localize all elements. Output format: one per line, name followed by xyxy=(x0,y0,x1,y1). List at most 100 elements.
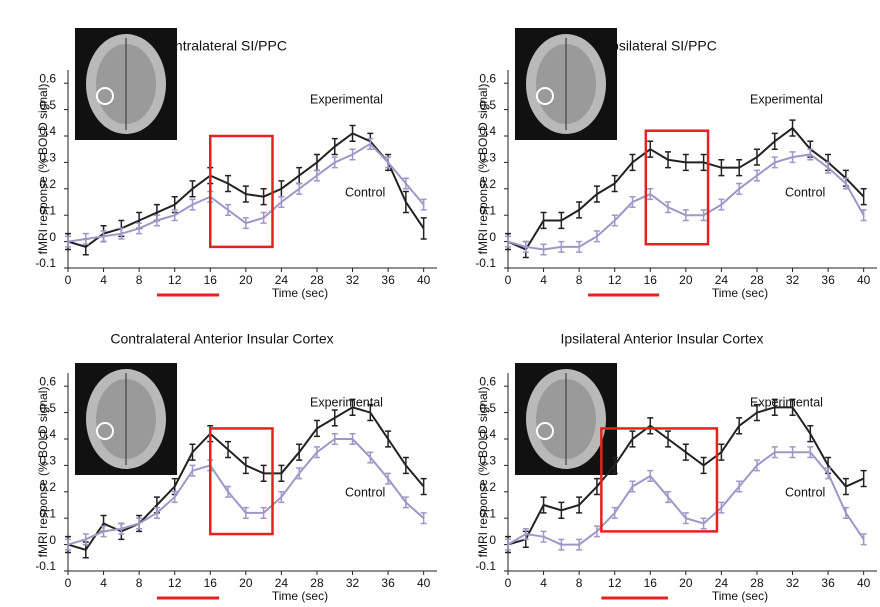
error-bar xyxy=(331,137,338,156)
y-tick-label: 0 xyxy=(49,230,56,244)
x-tick-label: 36 xyxy=(821,576,835,590)
x-tick-label: 12 xyxy=(168,273,182,287)
error-bar xyxy=(331,156,338,169)
x-tick-label: 28 xyxy=(310,273,324,287)
x-tick-label: 24 xyxy=(275,576,289,590)
error-bar xyxy=(860,469,867,488)
error-bar xyxy=(789,151,796,164)
error-bar xyxy=(225,203,232,216)
roi-marker xyxy=(96,87,114,105)
error-bar xyxy=(136,222,143,235)
error-bar xyxy=(665,491,672,504)
error-bar xyxy=(189,443,196,461)
error-bar xyxy=(118,522,125,535)
error-bar xyxy=(540,243,547,256)
x-axis-label: Time (sec) xyxy=(712,589,768,603)
x-axis-label: Time (sec) xyxy=(712,286,768,300)
y-axis-label: fMRI response (% BOLD signal) xyxy=(36,84,50,255)
error-bar xyxy=(313,153,320,172)
chart-title: Contralateral Anterior Insular Cortex xyxy=(110,331,333,347)
error-bar xyxy=(420,512,427,525)
error-bar xyxy=(100,230,107,243)
series-annotation: Experimental xyxy=(310,92,383,106)
y-tick-label: 0.3 xyxy=(479,151,496,165)
y-tick-label: 0.4 xyxy=(39,427,56,441)
y-tick-label: 0.5 xyxy=(39,98,56,112)
x-tick-label: 20 xyxy=(679,273,693,287)
series-annotation: Control xyxy=(345,185,385,199)
x-tick-label: 8 xyxy=(576,576,583,590)
error-bar xyxy=(576,538,583,551)
error-bar xyxy=(558,211,565,230)
y-axis-label: fMRI response (% BOLD signal) xyxy=(476,387,490,558)
x-tick-label: 16 xyxy=(644,576,658,590)
error-bar xyxy=(593,230,600,243)
error-bar xyxy=(242,185,249,203)
error-bar xyxy=(189,198,196,211)
x-tick-label: 4 xyxy=(540,576,547,590)
error-bar xyxy=(753,169,760,182)
error-bar xyxy=(420,217,427,240)
error-bar xyxy=(682,153,689,172)
error-bar xyxy=(367,403,374,422)
error-bar xyxy=(789,398,796,416)
error-bar xyxy=(576,496,583,514)
error-bar xyxy=(593,477,600,496)
series-annotation: Experimental xyxy=(750,395,823,409)
error-bar xyxy=(593,185,600,203)
x-tick-label: 40 xyxy=(417,273,431,287)
error-bar xyxy=(611,456,618,475)
error-bar xyxy=(718,159,725,177)
error-bar xyxy=(825,161,832,174)
error-bar xyxy=(242,456,249,475)
error-bar xyxy=(313,419,320,438)
y-tick-label: 0.2 xyxy=(479,177,496,191)
error-bar xyxy=(296,443,303,461)
y-tick-label: 0.5 xyxy=(479,401,496,415)
x-tick-label: 16 xyxy=(204,576,218,590)
y-tick-label: 0.4 xyxy=(479,427,496,441)
y-axis-label: fMRI response (% BOLD signal) xyxy=(476,84,490,255)
error-bar xyxy=(402,190,409,214)
error-bar xyxy=(260,188,267,206)
error-bar xyxy=(522,528,529,541)
y-tick-label: 0.3 xyxy=(39,454,56,468)
y-tick-label: 0.1 xyxy=(479,203,496,217)
x-tick-label: 20 xyxy=(679,576,693,590)
error-bar xyxy=(82,533,89,546)
highlight-box xyxy=(600,427,719,533)
x-tick-label: 12 xyxy=(168,576,182,590)
x-tick-label: 0 xyxy=(65,576,72,590)
chart-title: Ipsilateral SI/PPC xyxy=(607,38,717,54)
error-bar xyxy=(647,188,654,201)
x-tick-label: 4 xyxy=(100,576,107,590)
y-tick-label: 0.3 xyxy=(39,151,56,165)
y-tick-label: 0 xyxy=(49,533,56,547)
x-tick-label: 8 xyxy=(576,273,583,287)
error-bar xyxy=(736,480,743,493)
error-bar xyxy=(736,182,743,195)
chart-title: Contralateral SI/PPC xyxy=(157,38,287,54)
x-tick-label: 24 xyxy=(275,273,289,287)
error-bar xyxy=(647,140,654,158)
error-bar xyxy=(65,538,71,551)
error-bar xyxy=(700,209,707,222)
error-bar xyxy=(420,477,427,496)
error-bar xyxy=(402,496,409,509)
error-bar xyxy=(225,174,232,193)
x-axis-label: Time (sec) xyxy=(272,589,328,603)
x-tick-label: 32 xyxy=(786,273,800,287)
error-bar xyxy=(420,198,427,211)
x-tick-label: 20 xyxy=(239,273,253,287)
error-bar xyxy=(540,530,547,543)
error-bar xyxy=(611,506,618,519)
x-tick-label: 36 xyxy=(821,273,835,287)
chart-title: Ipsilateral Anterior Insular Cortex xyxy=(560,331,763,347)
x-tick-label: 32 xyxy=(786,576,800,590)
panel: Contralateral SI/PPC -0.1 0 0.1 0.2 0.3 0.4 0.5… xyxy=(35,28,437,300)
series-annotation: Control xyxy=(345,485,385,499)
y-tick-label: 0 xyxy=(489,533,496,547)
error-bar xyxy=(665,201,672,214)
error-bar xyxy=(189,464,196,477)
error-bar xyxy=(665,430,672,448)
